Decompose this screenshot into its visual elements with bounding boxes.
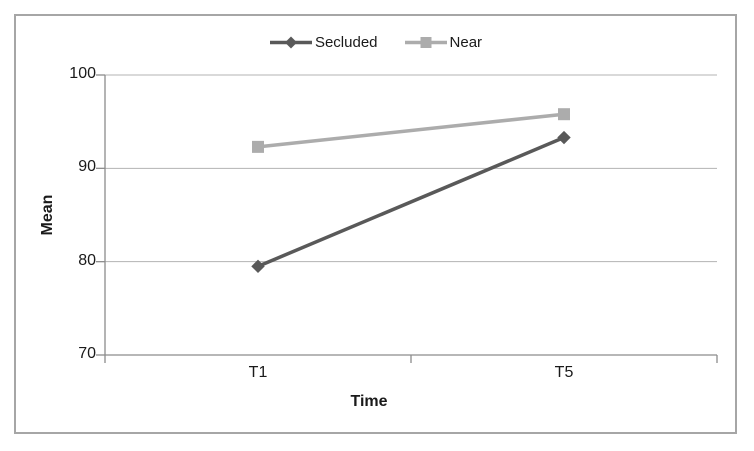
x-axis-title: Time bbox=[350, 393, 388, 410]
x-tick-label: T5 bbox=[554, 364, 574, 381]
chart-frame[interactable] bbox=[14, 14, 737, 434]
y-axis-title: Mean bbox=[39, 194, 56, 236]
secluded-line-marker-icon bbox=[269, 35, 313, 50]
series-line-secluded bbox=[257, 135, 565, 268]
square-marker-near bbox=[252, 140, 264, 153]
legend-item-secluded[interactable]: Secluded bbox=[269, 34, 378, 51]
y-tick-label: 100 bbox=[69, 65, 96, 82]
y-tick-label: 90 bbox=[78, 158, 96, 176]
y-tick-label: 70 bbox=[78, 345, 96, 362]
y-tick-label: 80 bbox=[78, 251, 96, 269]
legend: Secluded Near bbox=[14, 31, 737, 53]
legend-label-near: Near bbox=[449, 33, 483, 51]
square-marker-near bbox=[558, 108, 570, 121]
x-tick-label: T1 bbox=[248, 364, 268, 381]
legend-label-secluded: Secluded bbox=[314, 33, 378, 51]
series-line-near bbox=[257, 112, 565, 149]
legend-item-near[interactable]: Near bbox=[404, 33, 483, 51]
diamond-marker-secluded bbox=[557, 130, 571, 145]
near-line-marker-icon bbox=[404, 35, 448, 50]
